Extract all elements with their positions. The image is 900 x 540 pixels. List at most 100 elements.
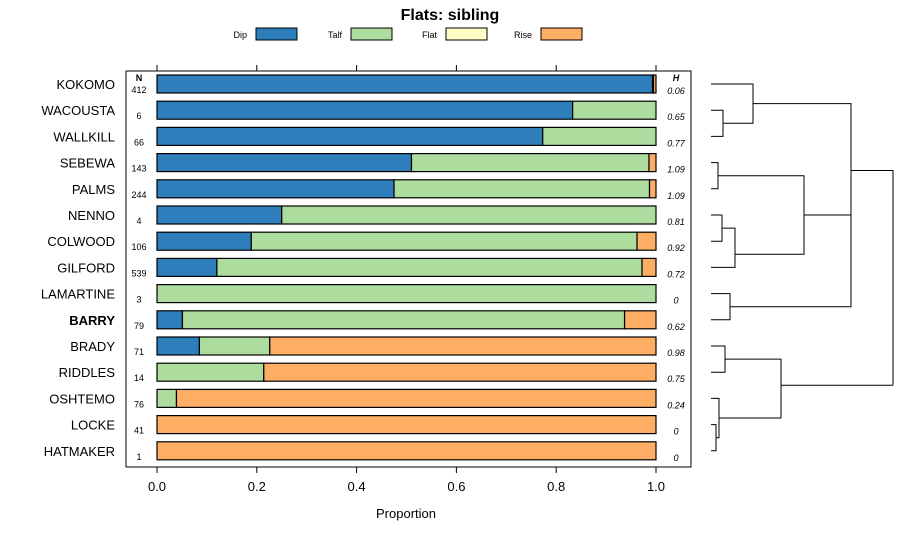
dendro-nenno-colwood [711,214,723,242]
n-value-palms: 244 [131,190,146,200]
h-value-riddles: 0.75 [667,374,686,384]
dendro-wacousta-wallkill [711,109,724,137]
dendrogram [711,83,894,452]
legend-swatch-dip [255,27,298,41]
bar-palms-talf [393,179,651,199]
dendro-upper-join [851,169,894,386]
bar-gilford-talf [216,257,643,277]
x-axis: 0.0 0.2 0.4 0.6 0.8 1.0 [148,65,665,494]
dendro-sebewa-gilford [718,175,805,255]
h-column-header: H [673,73,680,83]
h-value-wacousta: 0.65 [667,112,686,122]
n-value-kokomo: 412 [131,85,146,95]
legend-swatch-talf [350,27,393,41]
n-value-nenno: 4 [136,216,141,226]
h-value-barry: 0.62 [667,322,685,332]
bar-barry-dip [156,310,184,330]
row-label-sebewa: SEBEWA [60,156,115,171]
h-value-lamartine: 0 [673,296,678,306]
dendro-brady-oshtemo [719,358,782,419]
x-tick-label-3: 0.6 [447,479,465,494]
row-label-oshtemo: OSHTEMO [49,391,115,406]
h-value-gilford: 0.72 [667,269,685,279]
bar-gilford-rise [641,257,657,277]
n-column-header: N [136,73,143,83]
bar-brady-rise [269,336,657,356]
row-label-lamartine: LAMARTINE [41,287,115,302]
n-value-barry: 79 [134,321,144,331]
x-tick-label-4: 0.8 [547,479,565,494]
n-value-lamartine: 3 [136,295,141,305]
bar-oshtemo-rise [175,388,657,408]
x-tick-label-5: 1.0 [647,479,665,494]
h-value-hatmaker: 0 [673,453,678,463]
row-label-barry: BARRY [69,313,115,328]
n-value-locke: 41 [134,426,144,436]
legend-label-talf: Talf [328,30,343,40]
h-value-locke: 0 [673,427,678,437]
legend-swatch-flat [445,27,488,41]
bar-colwood-dip [156,231,252,251]
row-label-palms: PALMS [72,182,115,197]
row-label-riddles: RIDDLES [59,365,116,380]
bar-gilford-dip [156,257,218,277]
h-value-brady: 0.98 [667,348,685,358]
bar-wacousta-talf [572,100,657,120]
bar-wacousta-dip [156,100,574,120]
bar-palms-rise [648,179,657,199]
bar-sebewa-rise [648,153,657,173]
bar-hatmaker-rise [156,441,657,461]
n-value-oshtemo: 76 [134,399,144,409]
h-value-kokomo: 0.06 [667,86,685,96]
h-value-nenno: 0.81 [667,217,685,227]
bar-brady-dip [156,336,201,356]
n-value-gilford: 539 [131,268,146,278]
row-label-brady: BRADY [70,339,115,354]
row-label-kokomo: KOKOMO [56,77,115,92]
row-label-wacousta: WACOUSTA [41,103,115,118]
h-value-colwood: 0.92 [667,243,685,253]
legend-label-rise: Rise [514,30,532,40]
dendro-nenno-gilford [711,227,736,268]
bar-wallkill-talf [542,126,657,147]
bar-wallkill-dip [156,126,544,147]
h-value-oshtemo: 0.24 [667,400,685,410]
x-tick-label-0: 0.0 [148,479,166,494]
h-value-palms: 1.09 [667,191,685,201]
row-label-gilford: GILFORD [57,260,115,275]
plot-panel [125,70,692,468]
bar-nenno-talf [281,205,657,225]
row-label-locke: LOCKE [71,418,115,433]
x-tick-label-1: 0.2 [248,479,266,494]
bar-sebewa-talf [410,153,650,173]
bar-barry-talf [181,310,626,330]
legend-swatch-rise [540,27,583,41]
bar-oshtemo-talf [156,388,178,408]
n-value-wallkill: 66 [134,137,144,147]
n-value-riddles: 14 [134,373,144,383]
bar-riddles-rise [263,362,657,382]
legend-label-dip: Dip [233,30,247,40]
bar-nenno-dip [156,205,283,225]
dendro-brady-riddles [711,345,726,373]
dendro-sebewa-palms [711,162,719,190]
n-value-sebewa: 143 [131,164,146,174]
x-tick-label-2: 0.4 [348,479,366,494]
bar-colwood-rise [636,231,657,251]
dendro-kokomo-wacousta [711,83,754,124]
dendro-lamartine-join [730,170,852,308]
h-value-wallkill: 0.77 [667,138,686,148]
bar-kokomo-dip [156,74,654,94]
legend: Dip Talf Flat Rise [233,27,583,41]
dendro-locke-hatmaker [711,424,717,452]
n-value-hatmaker: 1 [136,452,141,462]
bar-kokomo-rise [652,74,657,94]
chart-title: Flats: sibling [401,7,500,24]
bar-lamartine-talf [156,284,657,304]
row-label-colwood: COLWOOD [47,234,115,249]
dendro-kokomo-sebewa [753,103,852,216]
bar-sebewa-dip [156,153,413,173]
bar-brady-talf [198,336,271,356]
bar-riddles-talf [156,362,265,382]
